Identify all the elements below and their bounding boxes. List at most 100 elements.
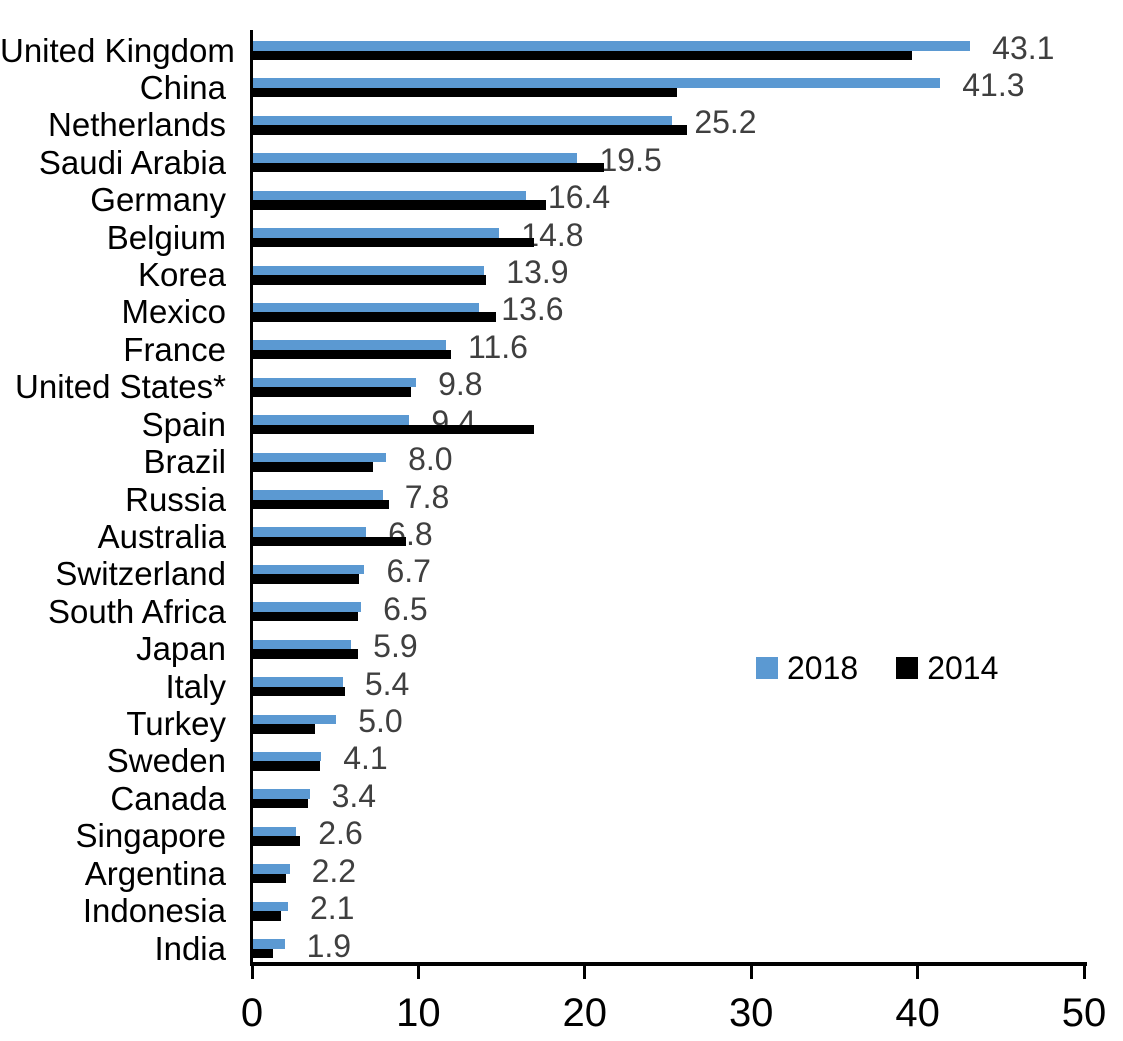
bar-2018 [253, 751, 322, 762]
bar-2018 [253, 302, 480, 313]
bar-2014 [253, 948, 273, 959]
value-label: 25.2 [694, 104, 757, 141]
bar-2018 [253, 415, 410, 425]
x-axis-tick-label: 40 [895, 991, 940, 1035]
x-axis-tick-label: 20 [562, 991, 608, 1035]
value-label: 13.9 [506, 254, 569, 291]
x-axis-tick [916, 962, 920, 979]
value-label: 6.7 [386, 553, 431, 590]
category-label: Korea [137, 256, 226, 294]
value-label: 19.5 [599, 141, 662, 178]
value-label: 5.4 [364, 665, 410, 702]
bar-2018 [253, 265, 485, 276]
bar-2018 [253, 340, 447, 350]
bar-2014 [253, 125, 688, 135]
bar-2018 [253, 901, 288, 912]
bar-2018 [253, 564, 365, 575]
bar-2018 [253, 377, 417, 388]
x-axis-tick-label: 0 [240, 991, 264, 1035]
bar-2014 [253, 349, 452, 360]
bar-2014 [253, 50, 912, 60]
value-label: 5.0 [358, 703, 403, 740]
x-axis-tick [250, 962, 254, 979]
category-label: Sweden [106, 742, 226, 780]
legend-label-2014: 2014 [927, 649, 999, 686]
bar-2018 [253, 789, 310, 799]
bar-2014 [253, 162, 605, 173]
value-label: 16.4 [547, 179, 611, 216]
bar-2014 [253, 499, 390, 510]
bar-2018 [253, 677, 343, 687]
y-axis-line [250, 30, 253, 965]
category-label: Indonesia [82, 892, 226, 930]
bar-2014 [253, 798, 308, 809]
x-axis-tick [416, 962, 420, 979]
bar-2014 [253, 873, 287, 884]
category-label: Japan [136, 630, 226, 668]
bar-2014 [253, 275, 486, 285]
value-label: 3.4 [331, 777, 377, 814]
value-label: 7.8 [404, 478, 450, 515]
bar-2014 [253, 200, 546, 210]
value-label: 2.2 [311, 852, 357, 889]
bar-2018 [253, 41, 971, 51]
bar-2018 [253, 826, 297, 837]
bar-2018 [253, 527, 367, 537]
bar-2014 [253, 87, 678, 98]
bar-2018 [253, 78, 941, 88]
x-axis-line [250, 962, 1087, 966]
bar-2014 [253, 312, 496, 322]
bar-2014 [253, 761, 320, 771]
category-label: United States* [15, 368, 226, 406]
category-label: Singapore [75, 817, 226, 855]
bar-2018 [253, 228, 500, 238]
bar-2018 [253, 639, 352, 650]
bar-2014 [253, 536, 407, 547]
bar-2014 [253, 574, 360, 584]
bar-2014 [253, 462, 373, 472]
bar-2014 [253, 387, 412, 397]
bar-2018 [253, 452, 387, 463]
category-label: France [123, 330, 226, 368]
value-label: 6.5 [383, 590, 428, 627]
value-label: 8.0 [408, 441, 453, 478]
value-label: 9.8 [438, 366, 483, 403]
category-label: United Kingdom [0, 31, 235, 69]
bar-2018 [253, 490, 383, 500]
category-label: Russia [125, 480, 226, 518]
category-label: Canada [110, 779, 226, 817]
value-label: 11.6 [468, 328, 528, 365]
value-label: 4.1 [343, 740, 388, 777]
value-label: 5.9 [373, 628, 418, 665]
category-label: Italy [165, 667, 226, 705]
bar-2014 [253, 424, 535, 435]
value-label: 41.3 [962, 66, 1025, 103]
category-label: Spain [141, 405, 226, 443]
category-label: Belgium [106, 218, 226, 256]
category-label: India [154, 929, 226, 967]
legend-swatch-2018 [756, 657, 778, 679]
legend-label-2018: 2018 [787, 649, 859, 686]
value-label: 13.6 [501, 291, 564, 328]
bar-2018 [253, 602, 362, 612]
bar-2018 [253, 190, 526, 201]
value-label: 1.9 [306, 927, 352, 964]
legend: 2018 2014 [756, 650, 998, 686]
value-label: 2.1 [309, 890, 355, 927]
bar-2014 [253, 611, 358, 622]
bar-2018 [253, 714, 337, 725]
x-axis-tick [749, 962, 753, 979]
category-label: Mexico [121, 293, 226, 331]
bar-2014 [253, 724, 315, 734]
legend-swatch-2014 [896, 657, 919, 679]
category-label: China [139, 68, 226, 106]
bar-2014 [253, 237, 535, 248]
bar-2018 [253, 153, 578, 163]
x-axis-tick [1082, 962, 1086, 979]
x-axis-tick-label: 30 [728, 991, 774, 1035]
category-label: Brazil [143, 443, 226, 481]
bar-2018 [253, 864, 290, 874]
bar-2014 [253, 686, 345, 697]
value-label: 2.6 [318, 815, 363, 852]
